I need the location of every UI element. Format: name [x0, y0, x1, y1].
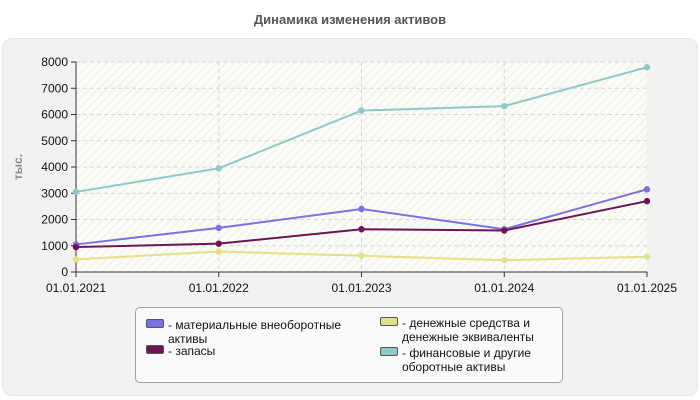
y-tick-label: 2000: [41, 213, 68, 227]
y-axis-label: тыс.: [11, 154, 25, 180]
legend-item-financial-assets: - финансовые и другие оборотные активы: [380, 346, 555, 374]
y-tick-label: 6000: [41, 108, 68, 122]
series-3: [72, 64, 651, 196]
legend-label: - материальные внеоборотные активы: [168, 318, 341, 346]
x-tick-label: 01.01.2022: [189, 281, 249, 295]
data-point: [358, 226, 365, 233]
data-point: [215, 224, 222, 232]
legend-item-inventory: - запасы: [146, 344, 356, 358]
legend-swatch: [146, 345, 164, 354]
x-tick-label: 01.01.2021: [46, 281, 106, 295]
y-tick-label: 3000: [41, 186, 68, 200]
data-point: [215, 165, 222, 172]
series-2: [72, 248, 651, 264]
series-1: [72, 197, 651, 251]
data-point: [358, 205, 365, 213]
data-point: [358, 107, 365, 114]
y-tick-label: 1000: [41, 239, 68, 253]
x-tick-label: 01.01.2025: [617, 281, 677, 295]
y-tick-label: 7000: [41, 81, 68, 95]
data-point: [72, 243, 80, 251]
legend-item-cash: - денежные средства и денежные эквивален…: [380, 316, 555, 344]
y-tick-label: 5000: [41, 134, 68, 148]
data-point: [358, 252, 365, 259]
legend-label: - финансовые и другие оборотные активы: [402, 346, 531, 374]
legend: - материальные внеоборотные активы - зап…: [135, 307, 563, 383]
legend-swatch: [380, 347, 398, 356]
chart-title: Динамика изменения активов: [253, 12, 447, 27]
y-tick-label: 4000: [41, 160, 68, 174]
x-tick-label: 01.01.2023: [331, 281, 391, 295]
data-point: [501, 227, 508, 234]
axes: 0 1000 2000 3000 4000 5000 6000 7000 8000 01.01.2…: [41, 55, 677, 295]
series-lines: [72, 64, 651, 264]
data-point: [643, 186, 651, 193]
x-tick-label: 01.01.2024: [474, 281, 534, 295]
data-point: [72, 188, 80, 196]
y-tick-label: 0: [61, 265, 68, 279]
data-point: [501, 256, 508, 264]
legend-label: - запасы: [168, 344, 216, 358]
data-point: [72, 256, 80, 263]
data-point: [215, 248, 222, 255]
data-point: [501, 102, 508, 110]
data-point: [215, 240, 222, 247]
legend-swatch: [380, 317, 398, 326]
legend-label: - денежные средства и денежные эквивален…: [402, 316, 534, 344]
legend-item-fixed-assets: - материальные внеоборотные активы: [146, 318, 356, 346]
data-point: [643, 64, 651, 71]
y-tick-label: 8000: [41, 55, 68, 69]
legend-swatch: [146, 319, 164, 328]
data-point: [643, 197, 651, 205]
data-point: [643, 253, 651, 260]
